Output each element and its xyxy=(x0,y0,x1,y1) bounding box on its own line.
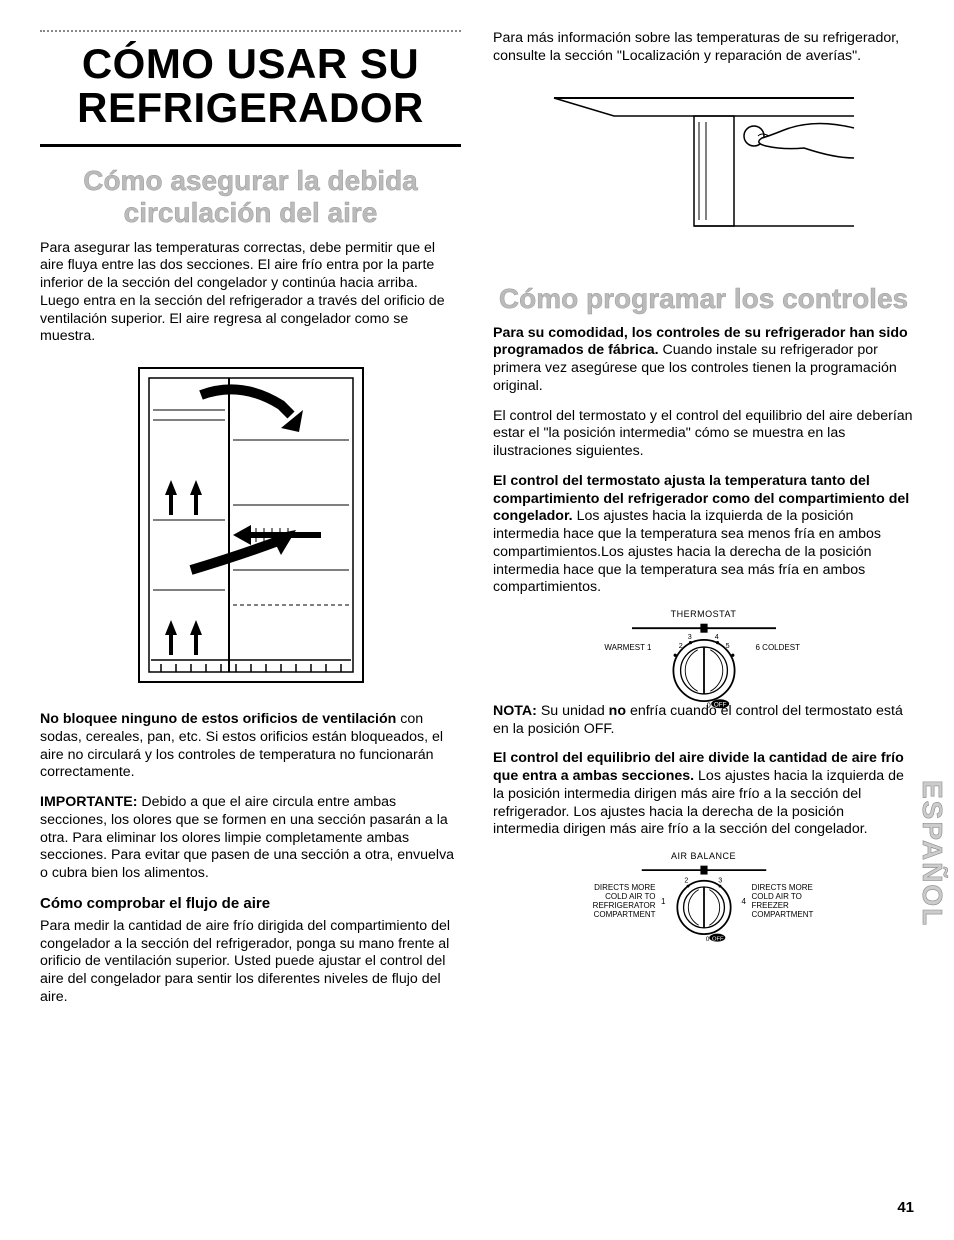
paragraph-intermediate-position: El control del termostato y el control d… xyxy=(493,408,914,461)
title-line-2: REFRIGERADOR xyxy=(77,84,424,131)
svg-text:2: 2 xyxy=(678,641,682,650)
horizontal-rule xyxy=(40,144,461,147)
paragraph-nota-off: NOTA: Su unidad no enfría cuando el cont… xyxy=(493,703,914,739)
paragraph-check-airflow: Para medir la cantidad de aire frío diri… xyxy=(40,918,461,1007)
figure-hand-adjusting-dial xyxy=(493,80,914,267)
page-title: CÓMO USAR SU REFRIGERADOR xyxy=(40,42,461,130)
svg-text:3: 3 xyxy=(687,632,691,641)
refrigerator-airflow-icon xyxy=(131,360,371,690)
figure-refrigerator-airflow xyxy=(40,360,461,695)
thermostat-right-label: 6 COLDEST xyxy=(756,644,838,653)
page-number: 41 xyxy=(897,1199,914,1216)
air-balance-label: AIR BALANCE xyxy=(564,851,844,861)
svg-text:4: 4 xyxy=(714,632,718,641)
paragraph-thermostat-control: El control del termostato ajusta la temp… xyxy=(493,473,914,597)
thermostat-label: THERMOSTAT xyxy=(564,609,844,619)
svg-text:OFF: OFF xyxy=(712,937,724,943)
air-balance-left-label: DIRECTS MORE COLD AIR TO REFRIGERATOR CO… xyxy=(574,884,656,919)
svg-text:2: 2 xyxy=(684,877,688,885)
paragraph-air-balance-control: El control del equilibrio del aire divid… xyxy=(493,750,914,839)
thermostat-dial-icon: 2 3 4 5 OFF 0 xyxy=(564,621,844,711)
paragraph-factory-settings: Para su comodidad, los controles de su r… xyxy=(493,325,914,396)
paragraph-important-odors: IMPORTANTE: Debido a que el aire circula… xyxy=(40,794,461,883)
svg-text:5: 5 xyxy=(725,641,729,650)
section-heading-program-controls: Cómo programar los controles xyxy=(493,283,914,315)
svg-text:3: 3 xyxy=(718,877,722,885)
svg-text:0: 0 xyxy=(705,936,709,943)
hand-dial-icon xyxy=(544,88,864,238)
paragraph-air-circulation-intro: Para asegurar las temperaturas correctas… xyxy=(40,240,461,347)
paragraph-do-not-block-vents: No bloquee ninguno de estos orificios de… xyxy=(40,711,461,782)
section-heading-air-circulation: Cómo asegurar la debida circulación del … xyxy=(40,165,461,229)
decorative-top-rule xyxy=(40,30,461,32)
language-tab: ESPAÑOL xyxy=(916,780,948,927)
subheading-check-airflow: Cómo comprobar el flujo de aire xyxy=(40,895,461,912)
figure-thermostat-dial: THERMOSTAT 2 3 4 5 OFF 0 WARMEST xyxy=(564,609,844,653)
thermostat-left-label: WARMEST 1 xyxy=(570,644,652,653)
air-balance-right-label: DIRECTS MORE COLD AIR TO FREEZER COMPART… xyxy=(752,884,834,919)
title-line-1: CÓMO USAR SU xyxy=(82,40,419,87)
paragraph-more-info: Para más información sobre las temperatu… xyxy=(493,30,914,66)
figure-air-balance-dial: AIR BALANCE 2 3 OFF 0 DIRECTS MORE COLD … xyxy=(564,851,844,919)
